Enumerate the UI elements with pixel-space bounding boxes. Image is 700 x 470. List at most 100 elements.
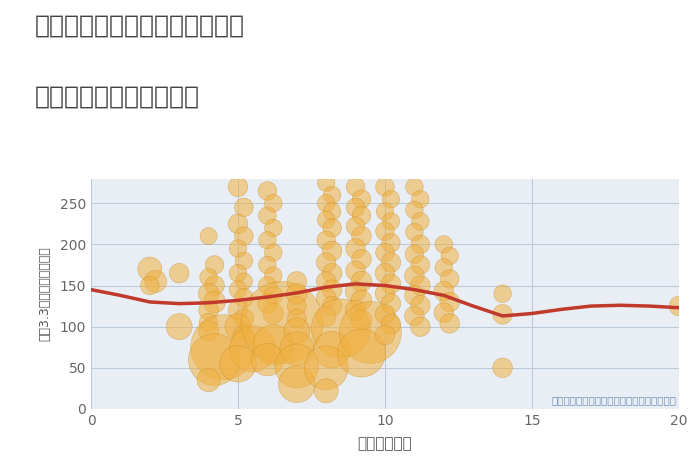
Point — [262, 300, 273, 307]
Point — [326, 302, 337, 310]
Point — [321, 294, 332, 302]
Point — [379, 311, 391, 318]
Point — [409, 206, 420, 213]
Point — [365, 329, 376, 336]
Point — [321, 236, 332, 244]
Point — [326, 208, 337, 215]
Point — [238, 257, 249, 265]
Point — [291, 302, 302, 310]
Point — [267, 291, 279, 299]
Point — [350, 267, 361, 274]
Point — [203, 290, 214, 298]
Point — [414, 282, 426, 289]
Point — [379, 183, 391, 191]
Text: 埼玉県さいたま市南区南浦和の: 埼玉県さいたま市南区南浦和の — [35, 14, 245, 38]
Point — [232, 360, 244, 368]
Point — [409, 291, 420, 299]
Point — [232, 323, 244, 330]
Point — [238, 278, 249, 285]
Point — [232, 269, 244, 277]
Point — [379, 290, 391, 298]
Point — [350, 306, 361, 314]
Point — [262, 236, 273, 244]
Point — [326, 346, 337, 353]
Point — [321, 313, 332, 321]
Point — [350, 183, 361, 191]
Point — [291, 327, 302, 335]
Point — [379, 227, 391, 235]
Point — [409, 272, 420, 279]
Point — [321, 216, 332, 224]
Point — [232, 220, 244, 227]
Point — [385, 258, 396, 266]
Point — [385, 239, 396, 247]
Point — [291, 362, 302, 370]
Point — [232, 245, 244, 252]
Point — [174, 269, 185, 277]
Point — [267, 310, 279, 317]
Point — [203, 274, 214, 281]
Point — [238, 233, 249, 240]
Point — [350, 204, 361, 211]
Point — [232, 306, 244, 314]
Point — [444, 298, 455, 306]
Point — [321, 278, 332, 285]
Point — [238, 333, 249, 340]
Point — [262, 282, 273, 289]
Point — [385, 300, 396, 307]
Point — [150, 278, 161, 285]
Point — [291, 345, 302, 352]
Point — [438, 309, 449, 316]
Point — [321, 179, 332, 187]
Text: 駅距離別中古戸建て価格: 駅距離別中古戸建て価格 — [35, 85, 200, 109]
Point — [356, 196, 367, 203]
Point — [291, 315, 302, 322]
Point — [438, 288, 449, 295]
Point — [444, 275, 455, 283]
Point — [267, 224, 279, 232]
Point — [326, 247, 337, 255]
Point — [174, 323, 185, 330]
Point — [350, 245, 361, 252]
Point — [444, 252, 455, 259]
Point — [379, 269, 391, 277]
Point — [356, 256, 367, 263]
Point — [262, 261, 273, 269]
Point — [379, 331, 391, 338]
Point — [232, 286, 244, 293]
Point — [203, 306, 214, 314]
Point — [497, 311, 508, 318]
Point — [267, 341, 279, 349]
Point — [218, 344, 229, 351]
Point — [209, 298, 220, 306]
Point — [356, 278, 367, 285]
Point — [267, 249, 279, 257]
Point — [379, 208, 391, 215]
X-axis label: 駅距離（分）: 駅距離（分） — [358, 436, 412, 451]
Point — [291, 290, 302, 298]
Point — [321, 200, 332, 207]
Text: 円の大きさは、取引のあった物件面積を示す: 円の大きさは、取引のあった物件面積を示す — [551, 396, 676, 406]
Point — [497, 364, 508, 371]
Point — [356, 233, 367, 240]
Point — [385, 218, 396, 225]
Point — [247, 345, 258, 352]
Point — [326, 286, 337, 293]
Point — [326, 269, 337, 277]
Point — [209, 282, 220, 289]
Point — [414, 218, 426, 225]
Point — [385, 196, 396, 203]
Point — [414, 241, 426, 248]
Point — [356, 316, 367, 324]
Point — [414, 196, 426, 203]
Point — [385, 321, 396, 328]
Point — [321, 364, 332, 371]
Point — [262, 187, 273, 195]
Point — [497, 290, 508, 298]
Point — [350, 288, 361, 295]
Point — [209, 356, 220, 363]
Point — [321, 387, 332, 395]
Point — [326, 224, 337, 232]
Point — [144, 265, 155, 273]
Point — [409, 312, 420, 320]
